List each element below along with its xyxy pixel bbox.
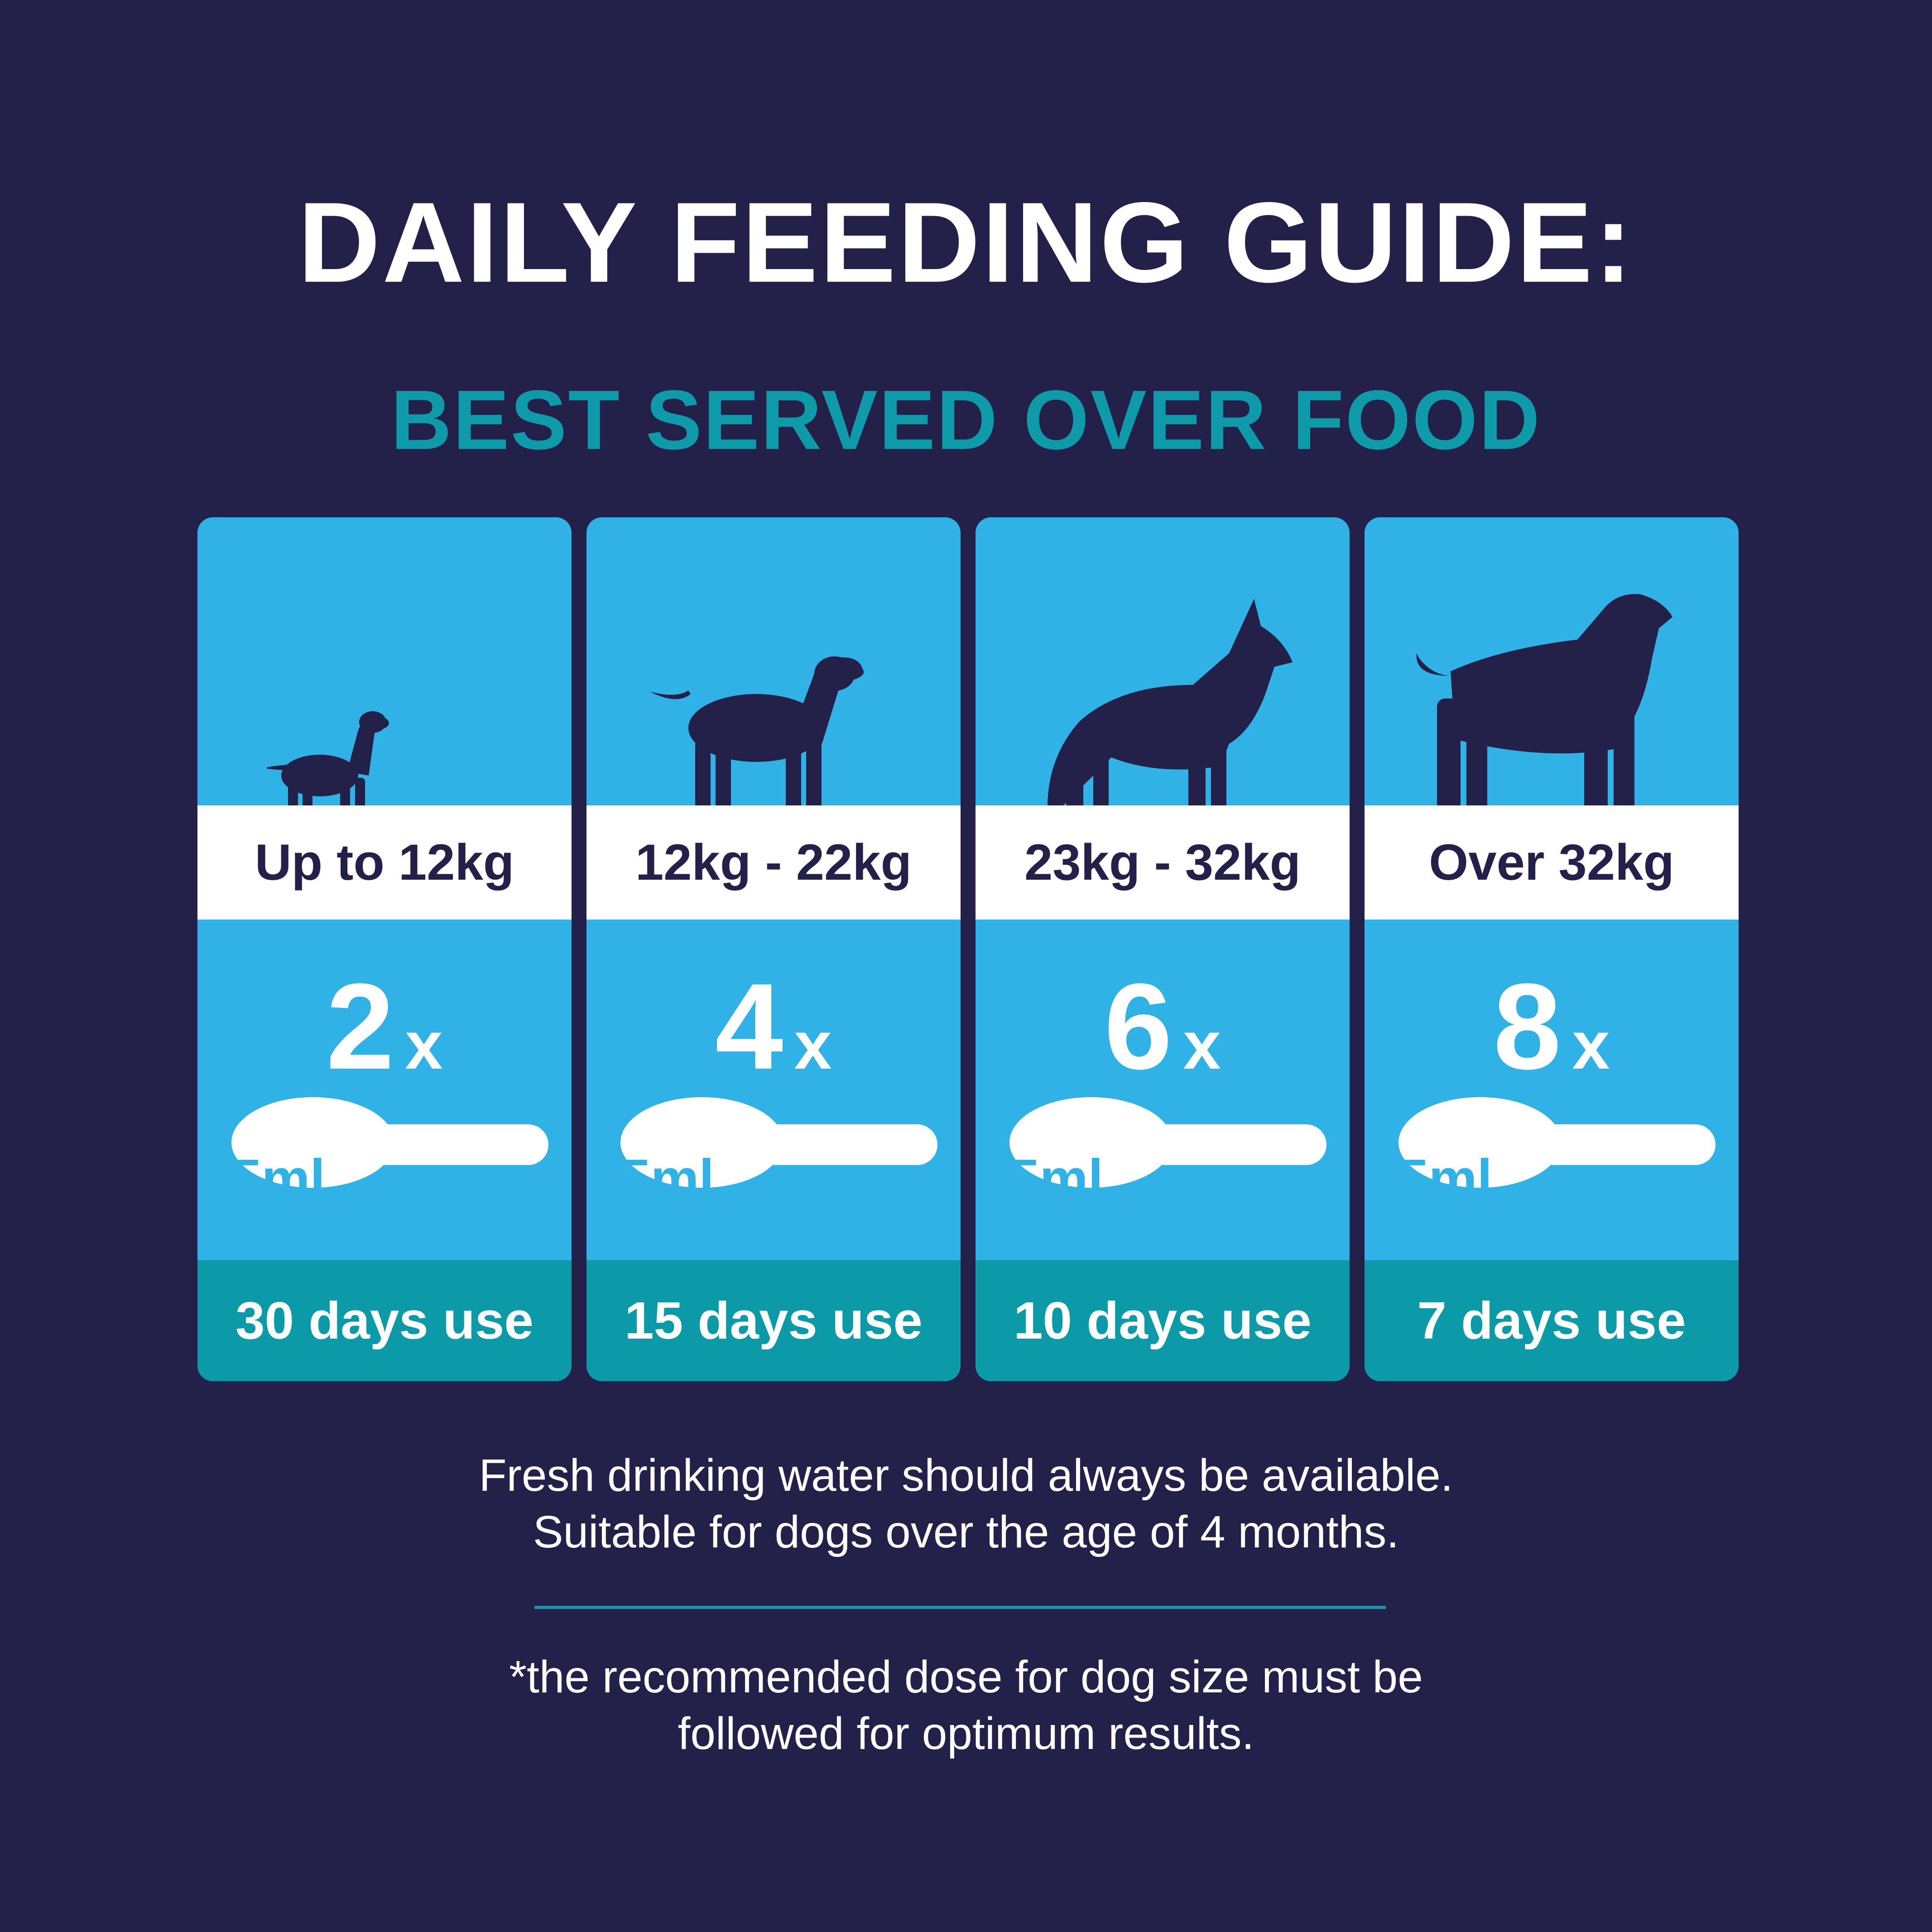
spoon-icon [231,1086,548,1199]
divider [534,1606,1386,1609]
weight-range: 12kg - 22kg [586,805,961,920]
weight-range: Over 32kg [1365,805,1739,920]
weight-range: Up to 12kg [197,805,572,920]
labrador-icon [586,549,961,839]
dachshund-icon [197,549,572,839]
mastiff-icon [1365,549,1739,839]
spoon-icon [620,1086,937,1199]
spoon-icon [1399,1086,1716,1199]
weight-range: 23kg - 32kg [976,805,1350,920]
multiplier: x [405,1007,443,1083]
days-of-use: 30 days use [197,1260,572,1381]
spoon-volume: 5ml [231,1148,325,1209]
water-note: Fresh drinking water should always be av… [479,1450,1453,1501]
page-subtitle: BEST SERVED OVER FOOD [390,373,1542,467]
days-of-use: 10 days use [976,1260,1350,1381]
spoon-volume: 5ml [1009,1148,1103,1209]
page-title: DAILY FEEDING GUIDE: [298,179,1634,306]
multiplier: x [794,1007,832,1083]
dose-footnote-line2: followed for optimum results. [678,1708,1254,1759]
spoon-icon [1009,1086,1326,1199]
scoop-count: 6 [1104,959,1173,1095]
multiplier: x [1572,1007,1610,1083]
scoop-count: 2 [326,959,394,1095]
german-shepherd-icon [976,549,1350,839]
spoon-volume: 5ml [620,1148,714,1209]
age-note: Suitable for dogs over the age of 4 mont… [533,1507,1399,1557]
scoop-count: 8 [1493,959,1562,1095]
dose-footnote-line1: *the recommended dose for dog size must … [509,1652,1423,1702]
multiplier: x [1183,1007,1221,1083]
scoop-count: 4 [715,959,783,1095]
days-of-use: 15 days use [586,1260,961,1381]
days-of-use: 7 days use [1365,1260,1739,1381]
spoon-volume: 5ml [1399,1148,1492,1209]
